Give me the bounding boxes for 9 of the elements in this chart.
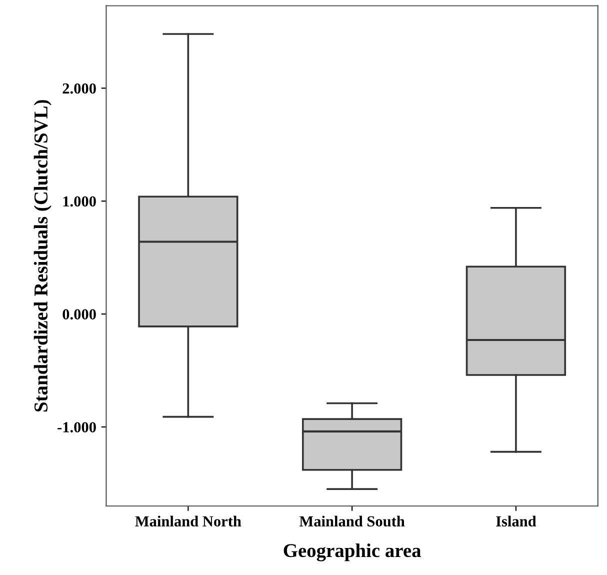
y-tick-label: 2.000 [62, 83, 96, 94]
x-tick-label: Mainland North [135, 516, 242, 526]
y-axis-title: Standardized Residuals (Clutch/SVL) [34, 100, 52, 412]
y-tick-label: 0.000 [62, 309, 96, 320]
y-tick-label: 1.000 [63, 196, 96, 207]
y-tick-label: -1.000 [58, 422, 96, 432]
x-axis-title: Geographic area [284, 543, 421, 562]
x-tick-label: Island [496, 516, 536, 526]
x-tick-label: Mainland South [299, 516, 405, 527]
